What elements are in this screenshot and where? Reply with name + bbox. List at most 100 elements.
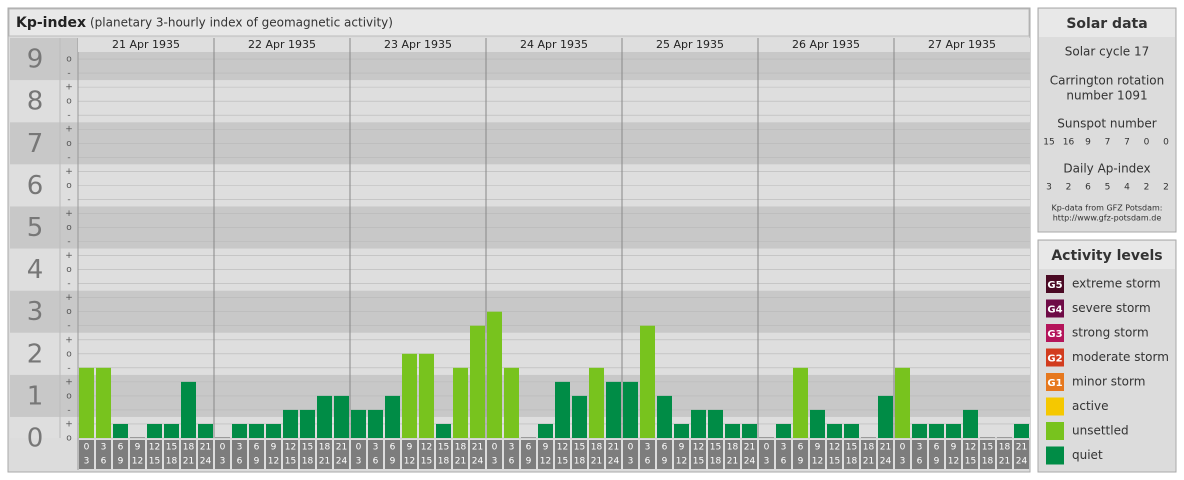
legend-code: G4 <box>1047 305 1062 316</box>
hour-label: 9 <box>662 457 668 467</box>
hour-label: 12 <box>829 443 840 453</box>
hour-box <box>147 440 162 469</box>
hour-label: 0 <box>900 443 906 453</box>
hour-label: 6 <box>662 443 668 453</box>
hour-label: 9 <box>118 457 124 467</box>
hour-label: 15 <box>965 457 976 467</box>
y-minor-label: o <box>66 223 72 233</box>
hour-label: 0 <box>764 443 770 453</box>
legend-swatch <box>1046 446 1064 465</box>
y-minor-label: + <box>65 125 73 135</box>
hour-box <box>215 440 230 469</box>
carrington: Carrington rotation <box>1050 74 1164 88</box>
bar <box>657 395 672 438</box>
hour-box <box>776 440 791 469</box>
hour-label: 6 <box>118 443 124 453</box>
hour-box <box>232 440 247 469</box>
sunspot-number: 0 <box>1144 138 1150 148</box>
y-tick-label: 3 <box>27 297 44 327</box>
bar <box>742 423 757 438</box>
hour-box <box>96 440 111 469</box>
bar <box>368 409 383 438</box>
hour-box <box>453 440 468 469</box>
legend-label: moderate storm <box>1072 350 1169 364</box>
hour-label: 6 <box>917 457 923 467</box>
hour-label: 6 <box>934 443 940 453</box>
ap-value: 4 <box>1124 183 1130 193</box>
bar <box>521 437 536 438</box>
y-tick-label: 8 <box>27 87 44 117</box>
hour-label: 3 <box>237 443 243 453</box>
y-minor-label: o <box>66 97 72 107</box>
bar <box>623 381 638 438</box>
bar <box>827 423 842 438</box>
hour-box <box>266 440 281 469</box>
hour-box <box>402 440 417 469</box>
legend-label: strong storm <box>1072 326 1149 340</box>
hour-label: 18 <box>591 443 603 453</box>
hour-box <box>317 440 332 469</box>
day-header <box>78 38 1030 52</box>
y-minor-label: o <box>66 391 72 401</box>
legend-label: minor storm <box>1072 375 1145 389</box>
hour-label: 0 <box>492 443 498 453</box>
y-minor-label: o <box>66 434 72 444</box>
hour-label: 9 <box>934 457 940 467</box>
hour-box <box>691 440 706 469</box>
hour-label: 18 <box>455 443 467 453</box>
hour-label: 15 <box>285 457 296 467</box>
hour-box <box>385 440 400 469</box>
hour-box <box>759 440 774 469</box>
bar <box>997 437 1012 438</box>
hour-label: 3 <box>373 443 379 453</box>
y-minor-label: - <box>67 237 70 247</box>
hour-label: 3 <box>645 443 651 453</box>
hour-label: 15 <box>574 443 585 453</box>
hour-label: 3 <box>764 457 770 467</box>
bar <box>300 409 315 438</box>
y-minor-label: o <box>66 307 72 317</box>
hour-label: 12 <box>948 457 959 467</box>
hour-label: 3 <box>628 457 634 467</box>
legend-swatch <box>1046 324 1064 342</box>
hour-label: 18 <box>302 457 314 467</box>
bar <box>589 367 604 438</box>
hour-label: 6 <box>373 457 379 467</box>
y-minor-label: + <box>65 251 73 261</box>
hour-label: 9 <box>135 443 141 453</box>
legend-swatch <box>1046 348 1064 367</box>
bar <box>453 367 468 438</box>
legend-swatch <box>1046 373 1064 391</box>
hour-box <box>538 440 553 469</box>
hour-label: 15 <box>302 443 313 453</box>
bar <box>402 353 417 438</box>
hour-label: 21 <box>455 457 466 467</box>
hour-box <box>674 440 689 469</box>
activity-title-bar <box>1039 241 1175 269</box>
solar-cycle: Solar cycle 17 <box>1065 45 1150 59</box>
source: Kp-data from GFZ Potsdam: <box>1052 204 1163 213</box>
y-minor-label: + <box>65 83 73 93</box>
hour-label: 12 <box>693 443 704 453</box>
legend-code: G5 <box>1047 280 1062 291</box>
bar <box>725 423 740 438</box>
hour-label: 9 <box>254 457 260 467</box>
sunspot-number: 9 <box>1085 138 1091 148</box>
y-tick-label: 2 <box>27 339 44 369</box>
hour-label: 6 <box>254 443 260 453</box>
hour-label: 24 <box>472 457 484 467</box>
hour-box <box>606 440 621 469</box>
bar <box>385 395 400 438</box>
hour-label: 24 <box>200 457 212 467</box>
title-bar <box>8 8 1030 37</box>
hour-label: 9 <box>543 443 549 453</box>
chart-subtitle: (planetary 3-hourly index of geomagnetic… <box>90 16 393 30</box>
solar-title: Solar data <box>1066 16 1147 32</box>
legend-code: G3 <box>1047 329 1062 340</box>
hour-label: 21 <box>591 457 602 467</box>
hour-label: 12 <box>132 457 143 467</box>
hour-label: 12 <box>965 443 976 453</box>
hour-label: 6 <box>509 457 515 467</box>
hour-label: 9 <box>951 443 957 453</box>
hour-label: 21 <box>744 443 755 453</box>
